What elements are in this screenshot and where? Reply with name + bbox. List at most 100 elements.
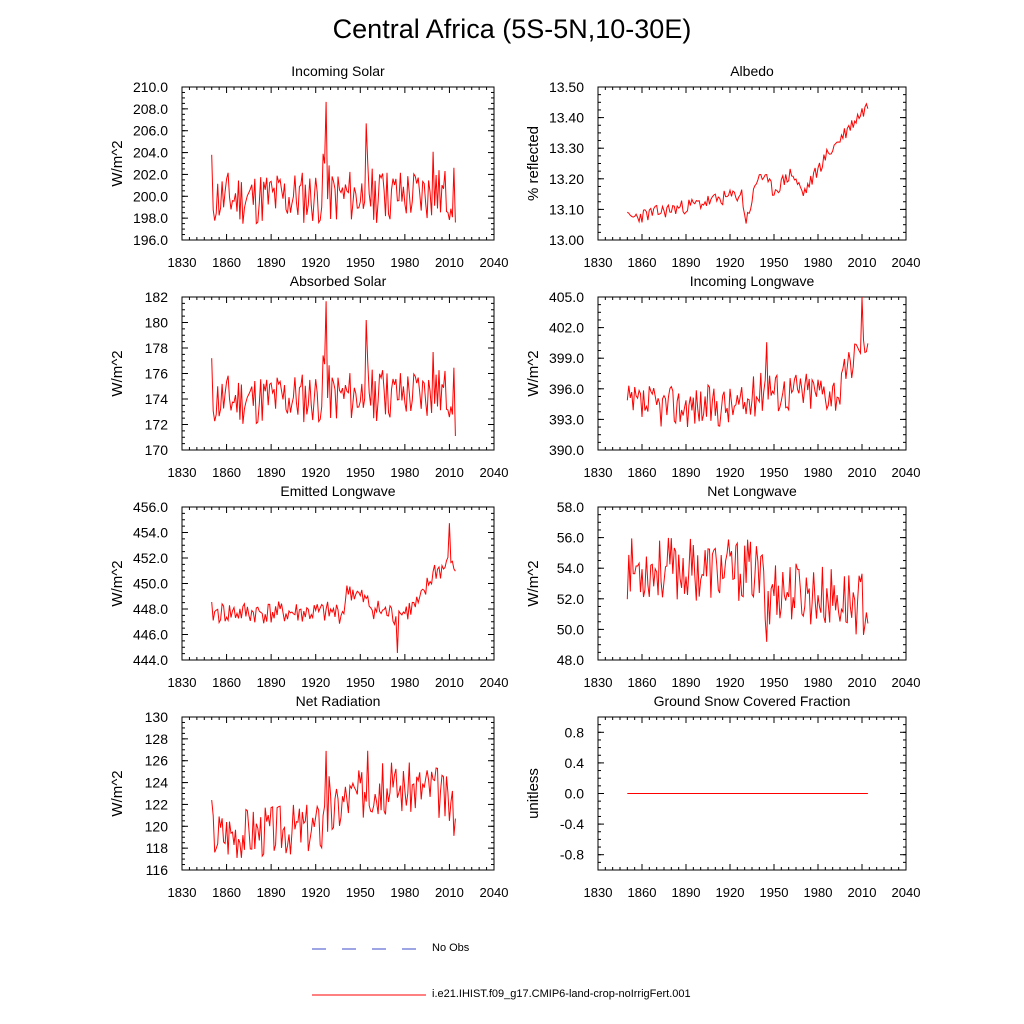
y-axis-label: % reflected [525, 126, 542, 201]
y-tick-label: 128 [145, 731, 169, 747]
x-tick-label: 1890 [257, 885, 286, 900]
x-tick-label: 1980 [390, 255, 419, 270]
x-tick-label: 1830 [168, 255, 197, 270]
y-axis-label: W/m^2 [109, 350, 126, 396]
x-tick-label: 2040 [892, 675, 921, 690]
x-tick-label: 1980 [804, 465, 833, 480]
x-tick-label: 1920 [716, 885, 745, 900]
y-tick-label: 454.0 [133, 525, 168, 541]
x-tick-label: 1980 [804, 675, 833, 690]
y-tick-label: 120 [145, 818, 169, 834]
x-tick-label: 2010 [848, 675, 877, 690]
x-tick-label: 1920 [716, 465, 745, 480]
x-tick-label: 1980 [390, 885, 419, 900]
x-tick-label: 2040 [480, 255, 509, 270]
y-tick-label: -0.4 [560, 816, 584, 832]
y-tick-label: 58.0 [557, 499, 584, 515]
y-tick-label: 202.0 [133, 166, 168, 182]
x-tick-label: 2010 [848, 255, 877, 270]
series-line [211, 750, 456, 859]
x-tick-label: 2010 [435, 885, 464, 900]
x-tick-label: 2010 [435, 465, 464, 480]
y-axis-label: W/m^2 [525, 350, 542, 396]
series-line [211, 523, 456, 654]
x-tick-label: 1950 [760, 255, 789, 270]
legend-obs-label: No Obs [432, 942, 470, 954]
x-tick-label: 1860 [628, 465, 657, 480]
series-line [211, 301, 456, 437]
legend-model-label: i.e21.IHIST.f09_g17.CMIP6-land-crop-noIr… [432, 988, 691, 1000]
x-tick-label: 1950 [346, 885, 375, 900]
x-tick-label: 1830 [584, 885, 613, 900]
y-tick-label: 13.40 [549, 110, 584, 126]
y-tick-label: 54.0 [557, 560, 584, 576]
y-tick-label: 13.00 [549, 232, 584, 248]
x-tick-label: 1830 [584, 675, 613, 690]
y-tick-label: 456.0 [133, 499, 168, 515]
x-tick-label: 2010 [848, 465, 877, 480]
x-tick-label: 1830 [168, 675, 197, 690]
chart-title: Incoming Solar [291, 63, 385, 79]
y-tick-label: 13.10 [549, 201, 584, 217]
y-tick-label: 182 [145, 289, 169, 305]
x-tick-label: 1920 [716, 675, 745, 690]
chart-title: Emitted Longwave [280, 483, 395, 499]
y-tick-label: 118 [146, 840, 169, 856]
y-axis-label: W/m^2 [109, 560, 126, 606]
x-tick-label: 1860 [628, 675, 657, 690]
x-tick-label: 1830 [168, 465, 197, 480]
y-tick-label: 0.0 [565, 786, 585, 802]
x-tick-label: 1920 [301, 465, 330, 480]
x-tick-label: 1950 [346, 675, 375, 690]
y-tick-label: 198.0 [133, 210, 168, 226]
x-tick-label: 2040 [892, 465, 921, 480]
series-line [626, 296, 869, 428]
x-tick-label: 1830 [584, 465, 613, 480]
x-tick-label: 1860 [628, 885, 657, 900]
y-tick-label: 452.0 [133, 550, 168, 566]
chart-panel-2: Absorbed Solar W/m^2 1830 1860 1890 1920 1950 1… [109, 273, 508, 480]
x-tick-label: 1980 [390, 675, 419, 690]
chart-panel-6: Net Radiation W/m^2 1830 1860 1890 1920 1950 19… [109, 693, 508, 900]
chart-panel-1: Albedo % reflected 1830 1860 1890 1920 1950 198… [525, 63, 920, 270]
y-tick-label: 130 [145, 709, 169, 725]
y-tick-label: 13.30 [549, 140, 584, 156]
x-tick-label: 1890 [672, 885, 701, 900]
chart-panel-4: Emitted Longwave W/m^2 1830 1860 1890 1920 195… [109, 483, 508, 690]
x-tick-label: 1980 [804, 255, 833, 270]
x-tick-label: 1860 [212, 465, 241, 480]
y-tick-label: 393.0 [549, 411, 584, 427]
x-tick-label: 1950 [760, 675, 789, 690]
x-tick-label: 1890 [257, 465, 286, 480]
x-tick-label: 1890 [672, 465, 701, 480]
y-tick-label: 52.0 [557, 591, 584, 607]
y-tick-label: 196.0 [133, 232, 168, 248]
y-tick-label: 450.0 [133, 576, 168, 592]
x-tick-label: 1920 [301, 885, 330, 900]
chart-title: Albedo [730, 63, 774, 79]
x-tick-label: 1920 [301, 675, 330, 690]
y-axis-label: unitless [525, 768, 542, 819]
main-title: Central Africa (5S-5N,10-30E) [332, 14, 692, 44]
y-tick-label: 116 [146, 862, 169, 878]
x-tick-label: 1980 [804, 885, 833, 900]
x-tick-label: 1950 [760, 465, 789, 480]
y-axis-label: W/m^2 [109, 770, 126, 816]
y-tick-label: 56.0 [557, 530, 584, 546]
chart-title: Ground Snow Covered Fraction [654, 693, 851, 709]
y-tick-label: 402.0 [549, 320, 584, 336]
y-tick-label: 178 [145, 340, 169, 356]
x-tick-label: 1860 [212, 885, 241, 900]
x-tick-label: 1950 [760, 885, 789, 900]
x-tick-label: 2040 [480, 675, 509, 690]
y-tick-label: -0.8 [560, 847, 584, 863]
series-line [626, 537, 869, 642]
y-tick-label: 170 [145, 442, 169, 458]
x-tick-label: 1980 [390, 465, 419, 480]
y-tick-label: 172 [145, 417, 169, 433]
x-tick-label: 2040 [480, 465, 509, 480]
y-tick-label: 448.0 [133, 601, 168, 617]
y-tick-label: 0.4 [565, 755, 585, 771]
y-tick-label: 405.0 [549, 289, 584, 305]
